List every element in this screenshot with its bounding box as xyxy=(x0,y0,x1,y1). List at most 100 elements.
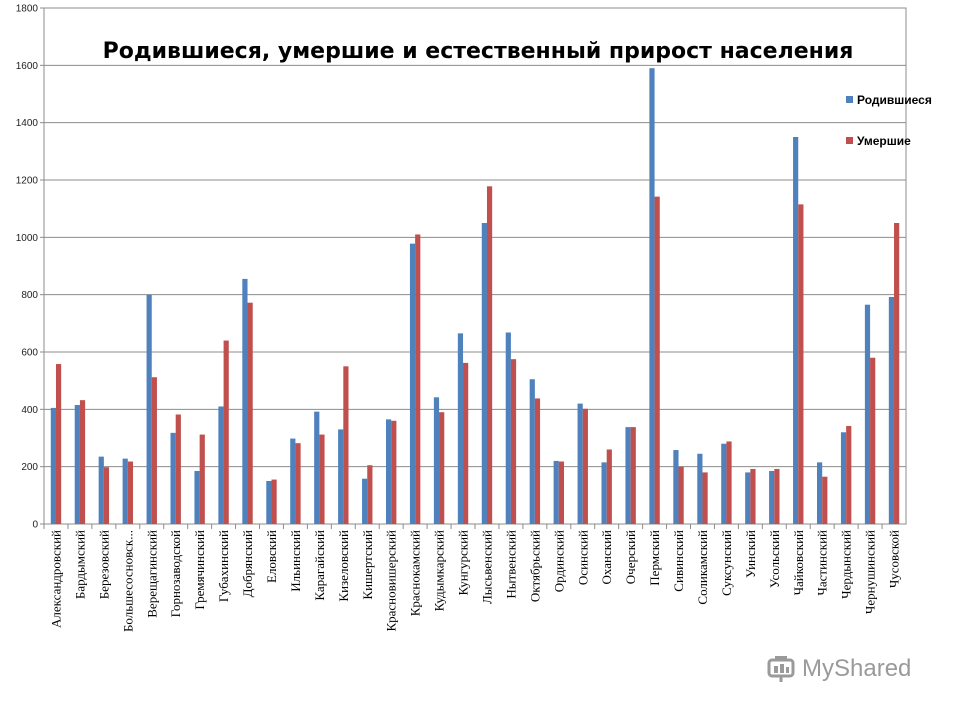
x-tick-label: Александровский xyxy=(48,530,63,628)
y-axis-ticks: 0 200 400 600 800 1000 1200 1400 1600 1800 xyxy=(16,4,44,531)
bar-born xyxy=(673,450,679,524)
x-tick-label: Суксунский xyxy=(719,530,734,596)
x-tick-label: Чердынский xyxy=(839,530,854,599)
bar-died xyxy=(750,468,756,524)
bar-born xyxy=(745,472,751,524)
bar-died xyxy=(55,364,62,524)
x-axis-labels: Александровский Бардымский Березовский Боль… xyxy=(43,524,902,632)
y-tick-label: 200 xyxy=(21,462,38,473)
bar-died xyxy=(391,420,397,524)
bar-born xyxy=(338,429,344,524)
bar-born xyxy=(146,294,152,524)
bar-born xyxy=(793,137,799,524)
bar-born xyxy=(457,333,464,524)
bar-died xyxy=(486,186,493,524)
bar-born xyxy=(314,411,320,524)
bar-died xyxy=(558,461,565,524)
x-tick-label: Бардымский xyxy=(72,530,87,599)
x-tick-label: Октябрьский xyxy=(527,530,542,602)
x-tick-label: Добрянский xyxy=(240,530,255,597)
bar-died xyxy=(726,441,732,524)
bar-died xyxy=(606,449,612,524)
bar-born xyxy=(553,460,559,524)
x-tick-label: Частинский xyxy=(815,530,830,596)
y-tick-label: 600 xyxy=(21,348,38,359)
bar-died xyxy=(271,479,277,524)
bar-born xyxy=(601,462,607,524)
bar-born xyxy=(433,397,440,524)
x-tick-label: Чусовской xyxy=(887,530,902,588)
x-tick-label: Усольский xyxy=(767,530,782,588)
bar-born xyxy=(769,470,775,524)
bar-died xyxy=(79,400,86,524)
legend-label-died: Умершие xyxy=(857,134,911,148)
bar-died xyxy=(846,425,852,524)
x-tick-label: Губахинский xyxy=(216,530,231,602)
bar-died xyxy=(439,412,445,524)
bar-died xyxy=(534,398,541,524)
bar-died xyxy=(127,461,134,524)
x-tick-label: Кишертский xyxy=(360,530,375,600)
bar-died xyxy=(870,357,876,524)
x-tick-label: Уинский xyxy=(743,530,758,578)
x-tick-label: Нытвенский xyxy=(503,530,518,599)
x-tick-label: Чайковский xyxy=(791,530,806,595)
bar-died xyxy=(798,204,804,524)
x-tick-label: Кизеловский xyxy=(336,530,351,602)
bar-died xyxy=(510,359,517,524)
bar-born xyxy=(409,243,416,524)
bar-born xyxy=(721,443,727,524)
bar-born xyxy=(816,462,823,524)
bar-born xyxy=(266,481,272,524)
legend: Родившиеся Умершие xyxy=(846,93,932,148)
bar-died xyxy=(175,414,181,524)
bar-died xyxy=(319,434,325,524)
bar-died xyxy=(367,465,373,524)
bar-born xyxy=(242,278,248,524)
y-tick-label: 800 xyxy=(21,290,38,301)
bar-born xyxy=(505,332,511,524)
x-tick-label: Оханский xyxy=(599,530,614,584)
bar-born xyxy=(194,470,200,524)
bar-born xyxy=(888,296,895,524)
bar-died xyxy=(247,302,253,524)
bar-born xyxy=(577,403,583,524)
x-tick-label: Карагайский xyxy=(312,530,327,601)
legend-swatch-died xyxy=(846,137,853,144)
y-tick-label: 0 xyxy=(32,520,38,531)
bar-died xyxy=(630,427,636,524)
bar-born xyxy=(50,407,56,524)
bar-died xyxy=(463,362,469,524)
x-tick-label: Кудымкарский xyxy=(432,530,447,611)
bar-died xyxy=(223,340,229,524)
watermark: MyShared xyxy=(766,654,911,684)
x-tick-label: Краснокамский xyxy=(408,530,423,616)
x-tick-label: Соликамский xyxy=(695,530,710,605)
bar-born xyxy=(122,458,128,524)
legend-swatch-born xyxy=(846,96,853,103)
bar-died xyxy=(654,196,660,525)
bar-born xyxy=(98,456,104,524)
bar-died xyxy=(415,234,421,524)
bar-died xyxy=(894,223,900,524)
bar-died xyxy=(151,377,157,524)
bar-died xyxy=(582,408,588,524)
y-tick-label: 1600 xyxy=(16,61,39,72)
bar-died xyxy=(103,467,110,524)
y-tick-label: 1400 xyxy=(16,118,39,129)
bar-born xyxy=(625,427,631,524)
bar-born xyxy=(170,432,176,524)
bar-born xyxy=(864,304,871,524)
x-tick-label: Чернушинский xyxy=(863,530,878,614)
x-tick-label: Горнозаводской xyxy=(168,530,183,617)
x-tick-label: Осинский xyxy=(575,530,590,585)
bar-died xyxy=(702,472,708,524)
bar-died xyxy=(199,434,205,524)
bar-born xyxy=(840,432,847,524)
x-tick-label: Верещагинский xyxy=(144,530,159,618)
bars xyxy=(50,68,900,525)
bar-born xyxy=(649,68,655,524)
bar-born xyxy=(290,438,296,524)
x-tick-label: Лысьвенский xyxy=(479,530,494,604)
